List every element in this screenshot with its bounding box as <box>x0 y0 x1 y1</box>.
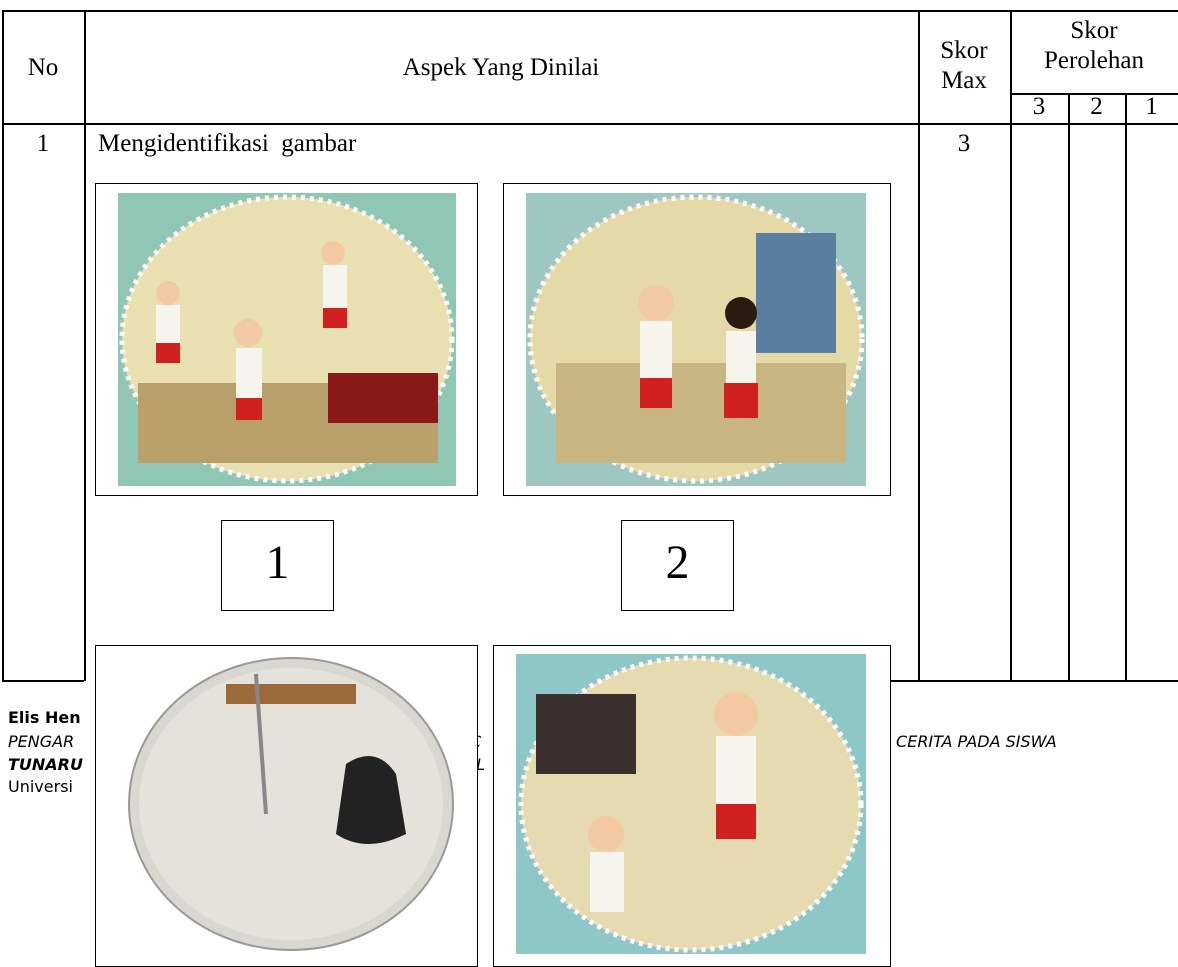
picture-label: 1 <box>265 536 290 589</box>
footer-text: Elis Hen <box>8 708 81 727</box>
row-max: 3 <box>957 130 971 157</box>
label-box <box>621 520 734 611</box>
header-obtained: Skor Perolehan <box>1044 17 1144 74</box>
header-aspect: Aspek Yang Dinilai <box>402 54 600 81</box>
rule <box>2 680 84 682</box>
label-box <box>221 520 334 611</box>
header-no: No <box>27 54 59 81</box>
footer-text: PENGAR <box>8 732 75 751</box>
rule <box>1125 93 1127 681</box>
rule <box>1010 10 1012 681</box>
picture-label: 2 <box>665 536 690 589</box>
header-sub: 2 <box>1090 93 1103 120</box>
footer-text: Universi <box>8 777 73 796</box>
header-sub: 3 <box>1032 93 1046 120</box>
picture <box>128 657 454 951</box>
rule <box>1068 93 1070 681</box>
rule <box>918 10 920 681</box>
rule <box>2 10 4 681</box>
footer-text: A CERITA PADA SISWA <box>880 732 1057 751</box>
rule <box>890 680 1178 682</box>
header-max: Skor Max <box>940 37 988 94</box>
rule <box>2 10 1178 12</box>
picture-frame <box>503 183 891 496</box>
rule <box>2 123 1178 125</box>
row-aspect: Mengidentifikasi gambar <box>98 130 357 157</box>
picture <box>516 654 866 954</box>
row-no: 1 <box>36 130 50 157</box>
picture-frame <box>95 183 478 496</box>
picture <box>118 193 456 486</box>
footer-text: TUNARU <box>8 755 83 774</box>
header-sub: 1 <box>1145 93 1158 120</box>
picture-frame <box>493 645 891 967</box>
rule <box>84 10 86 681</box>
picture <box>526 193 866 486</box>
picture-frame <box>95 645 478 967</box>
rule <box>1010 93 1178 95</box>
